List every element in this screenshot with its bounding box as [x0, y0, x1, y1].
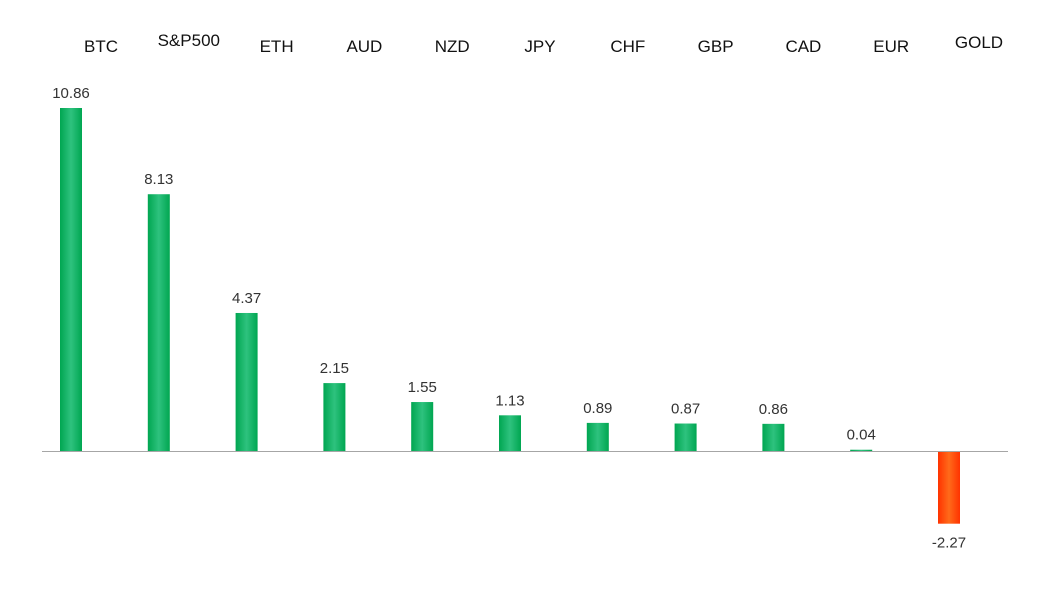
value-label-eth: 4.37 [232, 290, 261, 307]
value-label-btc: 10.86 [52, 85, 90, 102]
value-label-chf: 0.89 [583, 400, 612, 417]
category-label-aud: AUD [346, 37, 382, 56]
category-label-btc: BTC [84, 37, 118, 56]
category-label-nzd: NZD [435, 37, 470, 56]
category-label-chf: CHF [610, 37, 645, 56]
bar-gold [938, 452, 960, 524]
value-label-gold: -2.27 [932, 535, 966, 552]
value-label-jpy: 1.13 [495, 392, 524, 409]
bar-chf [586, 422, 609, 451]
bar-s-p500 [147, 194, 170, 451]
value-label-cad: 0.86 [759, 401, 788, 418]
value-label-eur: 0.04 [847, 427, 876, 444]
bar-eth [235, 312, 258, 451]
bar-eur [850, 449, 873, 451]
category-label-eur: EUR [873, 37, 909, 56]
category-label-s-p500: S&P500 [158, 31, 220, 50]
bar-btc [60, 108, 82, 451]
bar-jpy [499, 415, 521, 451]
bar-nzd [411, 402, 434, 451]
category-label-eth: ETH [260, 37, 294, 56]
value-label-gbp: 0.87 [671, 401, 700, 418]
bar-cad [762, 423, 785, 451]
category-label-gbp: GBP [698, 37, 734, 56]
bars [60, 108, 960, 524]
bar-gbp [674, 423, 697, 451]
value-label-aud: 2.15 [320, 360, 349, 377]
category-label-jpy: JPY [524, 37, 555, 56]
category-label-gold: GOLD [955, 33, 1003, 52]
category-labels: BTC S&P500 ETH AUD NZD JPY CHF GBP CAD EUR GOLD [84, 31, 1003, 56]
value-label-nzd: 1.55 [408, 379, 437, 396]
value-label-s-p500: 8.13 [144, 171, 173, 188]
value-labels: 10.86 8.13 4.37 2.15 1.55 1.13 0.89 0.87 0.86 0.0… [52, 85, 966, 552]
category-label-cad: CAD [785, 37, 821, 56]
bar-aud [323, 383, 346, 451]
